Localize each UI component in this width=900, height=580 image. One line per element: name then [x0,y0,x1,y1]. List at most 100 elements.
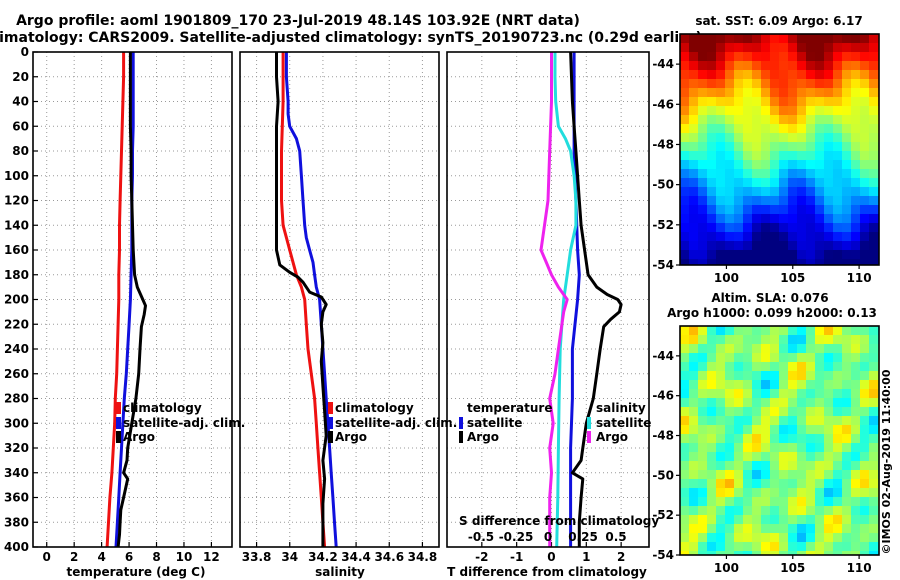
sst-cell [869,241,879,251]
sla-cell [833,443,843,453]
sla-cell [734,434,744,444]
sst-cell [743,133,753,143]
sla-cell [689,389,699,399]
sla-cell [698,461,708,471]
x-tick-label: 6 [125,550,133,564]
sst-cell [869,79,879,89]
sla-cell [851,515,861,525]
legend-swatch-t-satellite [459,417,463,429]
x-tick-label: 0 [43,550,51,564]
sla-cell [806,398,816,408]
x-tick-label: 2 [617,550,625,564]
sst-cell [788,133,798,143]
y-tick-label: 280 [4,392,29,406]
sst-cell [833,160,843,170]
sla-cell [797,344,807,354]
sst-cell [779,124,789,134]
series-line-satellite-adj-clim- [284,52,338,548]
sst-cell [725,223,735,233]
sla-cell [689,542,699,552]
sla-cell [680,533,690,543]
sst-cell [743,223,753,233]
sst-cell [734,214,744,224]
sst-cell [716,259,726,265]
sla-cell [851,461,861,471]
sla-cell [851,398,861,408]
sla-cell [734,398,744,408]
sla-cell [833,452,843,462]
sla-cell [698,470,708,480]
sst-cell [851,97,861,107]
sst-cell [851,205,861,215]
sst-cell [824,52,834,62]
sst-cell [689,97,699,107]
sla-cell [779,461,789,471]
sla-cell [770,434,780,444]
sst-cell [716,133,726,143]
sst-cell [842,241,852,251]
sla-cell [725,470,735,480]
sst-cell [734,97,744,107]
sla-cell [779,470,789,480]
sst-cell [788,97,798,107]
sst-cell [788,250,798,260]
sla-cell [716,380,726,390]
sst-cell [815,61,825,71]
sla-cell [860,470,870,480]
sst-cell [743,169,753,179]
sst-cell [824,250,834,260]
sst-cell [761,214,771,224]
x-tick-label: -2 [475,550,488,564]
salinity-plot-frame [239,51,440,548]
sst-cell [860,79,870,89]
sst-cell [833,61,843,71]
sst-cell [788,142,798,152]
sst-cell [689,178,699,188]
sst-cell [725,70,735,80]
sst-cell [779,88,789,98]
sla-cell [860,533,870,543]
sla-cell [761,506,771,516]
sla-cell [770,488,780,498]
sst-cell [779,133,789,143]
sst-cell [779,106,789,116]
sst-cell [752,124,762,134]
sla-cell [770,353,780,363]
sla-cell [788,353,798,363]
sla-cell [788,479,798,489]
sla-cell [707,434,717,444]
sla-cell [842,362,852,372]
sst-cell [869,259,879,265]
sla-cell [779,326,789,336]
legend-swatch-climatology [116,402,121,414]
sst-cell [770,106,780,116]
map-y-tick-label: -48 [652,429,674,443]
sst-cell [851,232,861,242]
legend-swatch-s-satellite [587,417,591,429]
sla-cell [797,533,807,543]
sst-cell [842,187,852,197]
sst-cell [698,124,708,134]
sst-cell [752,160,762,170]
sla-cell [752,524,762,534]
sst-cell [743,61,753,71]
sla-cell [833,479,843,489]
sla-cell [716,533,726,543]
sst-cell [716,106,726,116]
sst-cell [689,133,699,143]
sla-title: Altim. SLA: 0.076 [711,291,828,305]
sla-cell [806,524,816,534]
sst-cell [761,232,771,242]
sst-cell [824,106,834,116]
sla-cell [689,533,699,543]
sla-cell [815,416,825,426]
sla-cell [797,470,807,480]
sst-cell [851,79,861,89]
sla-cell [707,443,717,453]
sst-cell [752,241,762,251]
sla-cell [716,515,726,525]
sla-cell [761,389,771,399]
sst-cell [824,43,834,53]
sla-cell [833,371,843,381]
difference-panel: -2 -1 0 1 2 T difference from climatology S … [446,51,659,579]
